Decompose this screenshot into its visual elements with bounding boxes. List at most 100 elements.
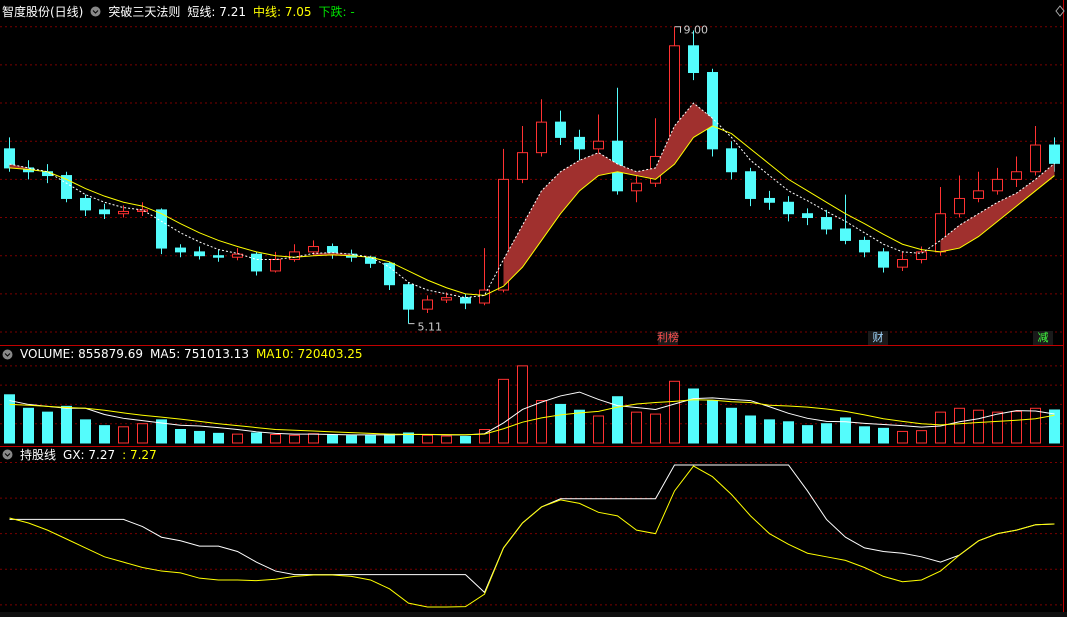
line-series	[9, 391, 1055, 436]
volume-bar	[156, 419, 167, 444]
volume-bar	[346, 435, 357, 444]
volume-bar	[1011, 410, 1022, 444]
candle-body	[213, 255, 224, 258]
candle-body	[460, 297, 471, 304]
trend-band	[617, 164, 637, 176]
indicator-name: 突破三天法则	[108, 5, 181, 19]
candle-body	[859, 239, 870, 253]
legend-mid: 中线: 7.05	[252, 5, 312, 19]
candle-body	[118, 210, 129, 215]
volume-bar	[517, 365, 528, 444]
legend-volume: VOLUME: 855879.69	[20, 347, 143, 361]
volume-bar	[802, 425, 813, 444]
candle-body	[498, 178, 509, 291]
candle-body	[878, 251, 889, 268]
trend-band	[598, 152, 618, 176]
volume-bar	[137, 423, 148, 444]
candle-body	[916, 251, 927, 261]
volume-bar	[821, 423, 832, 444]
volume-header: VOLUME: 855879.69 MA5: 751013.13 MA10: 7…	[2, 347, 363, 361]
candle-body	[1030, 144, 1041, 173]
line-series	[9, 465, 1055, 608]
volume-bar	[764, 419, 775, 444]
trend-band	[978, 202, 998, 237]
volume-bar	[536, 400, 547, 444]
legend-short: 短线: 7.21	[187, 5, 246, 19]
volume-bar	[308, 433, 319, 444]
event-tag-bg	[658, 331, 678, 345]
candle-body	[954, 197, 965, 215]
volume-bar	[783, 421, 794, 444]
volume-bar	[61, 405, 72, 444]
candle-body	[593, 140, 604, 150]
volume-bar	[213, 432, 224, 444]
candle-body	[802, 213, 813, 219]
line-series	[9, 102, 1055, 299]
candle-body	[422, 299, 433, 310]
volume-bar	[251, 432, 262, 444]
volume-bar	[403, 432, 414, 444]
candle-body	[688, 45, 699, 74]
volume-bar	[650, 413, 661, 444]
candle-body	[745, 171, 756, 199]
trend-band	[503, 225, 523, 287]
candle-body	[270, 259, 281, 272]
volume-bar	[194, 430, 205, 444]
volume-bar	[840, 417, 851, 444]
volume-bar	[992, 411, 1003, 444]
candle-body	[251, 253, 262, 272]
volume-bar	[460, 435, 471, 444]
event-tag-bg	[868, 331, 888, 345]
trend-band	[674, 103, 694, 165]
volume-bar	[669, 380, 680, 444]
volume-bar	[23, 407, 34, 444]
line-series	[9, 125, 1055, 296]
candle-body	[479, 289, 490, 304]
candle-body	[783, 201, 794, 215]
candle-body	[384, 262, 395, 286]
menu-icon[interactable]	[90, 6, 101, 17]
annotation: 9.00	[684, 24, 709, 37]
candle-body	[707, 72, 718, 150]
volume-bar	[935, 411, 946, 444]
legend-ma5: MA5: 751013.13	[150, 347, 249, 361]
trend-band	[522, 190, 542, 268]
volume-bar	[688, 388, 699, 444]
menu-icon[interactable]	[2, 449, 13, 460]
volume-bar	[270, 434, 281, 444]
candle-body	[574, 136, 585, 150]
trend-band	[655, 125, 675, 180]
menu-icon[interactable]	[2, 349, 13, 360]
candle-body	[1049, 144, 1060, 164]
candle-body	[897, 259, 908, 268]
candle-body	[1011, 171, 1022, 180]
gx-header: 持股线 GX: 7.27 : 7.27	[2, 446, 157, 463]
volume-bar	[42, 411, 53, 444]
volume-bar	[574, 409, 585, 444]
volume-bar	[593, 415, 604, 444]
trend-band	[940, 225, 960, 252]
candle-body	[99, 209, 110, 215]
volume-bar	[1030, 407, 1041, 444]
volume-bar	[612, 396, 623, 444]
line-series	[9, 464, 1055, 594]
volume-bar	[118, 426, 129, 444]
candle-body	[61, 175, 72, 199]
event-tag-bg	[1033, 331, 1053, 345]
legend-status: 下跌: -	[318, 5, 355, 19]
volume-bar	[555, 403, 566, 444]
event-tag: 利榜	[657, 330, 679, 344]
volume-bar	[1049, 409, 1060, 444]
candle-body	[441, 297, 452, 301]
stock-title: 智度股份(日线)	[2, 5, 84, 19]
indicator-title: 持股线	[20, 448, 57, 462]
candle-body	[156, 209, 167, 249]
volume-bar	[441, 435, 452, 444]
volume-bar	[707, 400, 718, 444]
trend-band	[579, 152, 599, 191]
candle-body	[80, 197, 91, 211]
event-tag: 减	[1038, 331, 1049, 344]
volume-bar	[232, 433, 243, 444]
annotation-arrow	[674, 26, 681, 33]
